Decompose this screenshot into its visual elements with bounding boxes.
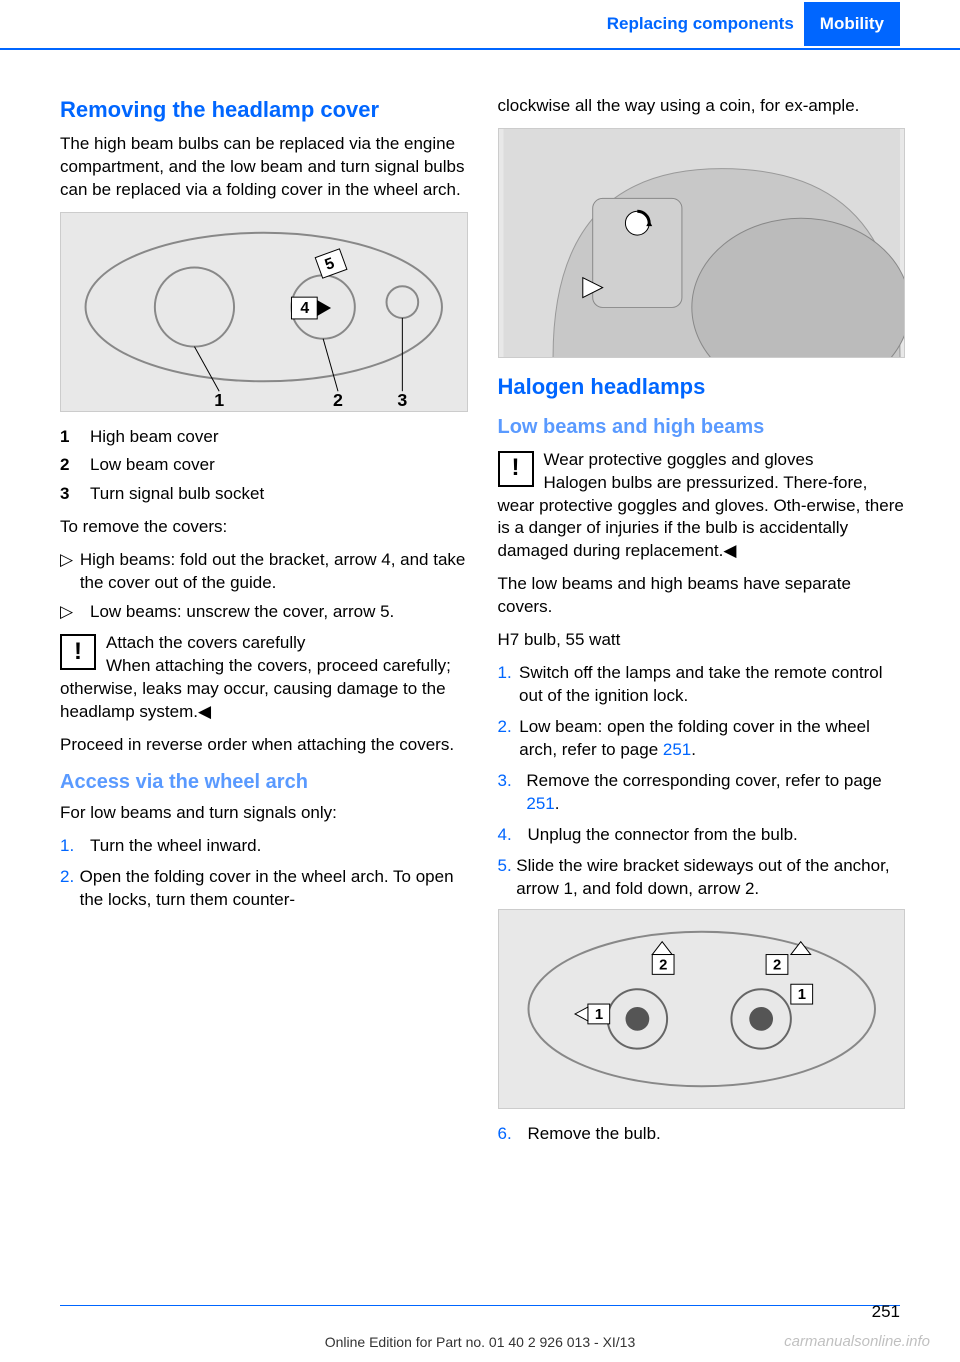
step-item: 2. Open the folding cover in the wheel a… xyxy=(60,866,468,912)
legend-text: Turn signal bulb socket xyxy=(90,483,264,506)
step-num: 2. xyxy=(60,866,80,912)
bullet-icon: ▷ xyxy=(60,601,90,624)
page-header: Replacing components Mobility xyxy=(0,0,960,50)
step-num: 6. xyxy=(498,1123,528,1146)
header-chapter: Mobility xyxy=(804,2,900,46)
bulb-bracket-svg: 1 1 2 2 xyxy=(499,910,905,1108)
remove-covers-text: To remove the covers: xyxy=(60,516,468,539)
svg-text:3: 3 xyxy=(397,390,407,410)
step-item: 1. Turn the wheel inward. xyxy=(60,835,468,858)
legend-num: 3 xyxy=(60,483,90,506)
warning-goggles: ! Wear protective goggles and gloves Hal… xyxy=(498,449,906,564)
legend-list: 1 High beam cover 2 Low beam cover 3 Tur… xyxy=(60,426,468,507)
step-text: Open the folding cover in the wheel arch… xyxy=(80,866,468,912)
legend-num: 1 xyxy=(60,426,90,449)
figure-bulb-bracket: 1 1 2 2 xyxy=(498,909,906,1109)
step-text: Remove the corresponding cover, refer to… xyxy=(526,770,905,816)
access-intro: For low beams and turn signals only: xyxy=(60,802,468,825)
figure-headlamp-diagram: 4 5 1 2 3 xyxy=(60,212,468,412)
step-num: 1. xyxy=(498,662,520,708)
step-item: 5. Slide the wire bracket sideways out o… xyxy=(498,855,906,901)
bullet-item: ▷ High beams: fold out the bracket, arro… xyxy=(60,549,468,595)
legend-item: 1 High beam cover xyxy=(60,426,468,449)
footer-divider xyxy=(60,1305,900,1306)
warning-text: Attach the covers carefully When attachi… xyxy=(60,632,468,724)
bullet-item: ▷ Low beams: unscrew the cover, arrow 5. xyxy=(60,601,468,624)
svg-text:2: 2 xyxy=(333,390,343,410)
page-link[interactable]: 251 xyxy=(526,794,554,813)
step-num: 5. xyxy=(498,855,517,901)
legend-item: 3 Turn signal bulb socket xyxy=(60,483,468,506)
svg-text:2: 2 xyxy=(773,957,781,973)
bullet-text: High beams: fold out the bracket, arrow … xyxy=(80,549,468,595)
heading-access-wheel-arch: Access via the wheel arch xyxy=(60,769,468,796)
warning-body: When attaching the covers, proceed caref… xyxy=(60,656,451,721)
svg-text:1: 1 xyxy=(214,390,224,410)
warning-title: Wear protective goggles and gloves xyxy=(544,450,814,469)
bulb-spec-text: H7 bulb, 55 watt xyxy=(498,629,906,652)
step-text: Slide the wire bracket sideways out of t… xyxy=(516,855,905,901)
legend-text: High beam cover xyxy=(90,426,219,449)
step-num: 3. xyxy=(498,770,527,816)
legend-text: Low beam cover xyxy=(90,454,215,477)
page-link[interactable]: 251 xyxy=(663,740,691,759)
step-text: Unplug the connector from the bulb. xyxy=(528,824,798,847)
step-text: Turn the wheel inward. xyxy=(90,835,261,858)
continuation-text: clockwise all the way using a coin, for … xyxy=(498,95,906,118)
step-item: 3. Remove the corresponding cover, refer… xyxy=(498,770,906,816)
warning-icon: ! xyxy=(498,451,534,487)
right-column: clockwise all the way using a coin, for … xyxy=(498,95,906,1154)
svg-text:1: 1 xyxy=(594,1006,602,1022)
step-num: 1. xyxy=(60,835,90,858)
step-text: Switch off the lamps and take the remote… xyxy=(519,662,905,708)
step-item: 6. Remove the bulb. xyxy=(498,1123,906,1146)
page-content: Removing the headlamp cover The high bea… xyxy=(0,50,960,1154)
step-item: 1. Switch off the lamps and take the rem… xyxy=(498,662,906,708)
step-item: 2. Low beam: open the folding cover in t… xyxy=(498,716,906,762)
header-section: Replacing components xyxy=(597,8,804,40)
warning-attach-covers: ! Attach the covers carefully When attac… xyxy=(60,632,468,724)
heading-halogen: Halogen headlamps xyxy=(498,372,906,402)
warning-body: Halogen bulbs are pressurized. There‐for… xyxy=(498,473,904,561)
figure-wheel-arch xyxy=(498,128,906,358)
warning-text: Wear protective goggles and gloves Halog… xyxy=(498,449,906,564)
svg-text:1: 1 xyxy=(797,987,805,1003)
warning-title: Attach the covers carefully xyxy=(106,633,305,652)
page-number: 251 xyxy=(872,1302,900,1322)
bullet-text: Low beams: unscrew the cover, arrow 5. xyxy=(90,601,394,624)
bullet-icon: ▷ xyxy=(60,549,80,595)
svg-text:4: 4 xyxy=(300,299,309,316)
step-num: 4. xyxy=(498,824,528,847)
warning-icon: ! xyxy=(60,634,96,670)
intro-paragraph: The high beam bulbs can be replaced via … xyxy=(60,133,468,202)
legend-num: 2 xyxy=(60,454,90,477)
wheel-arch-svg xyxy=(499,129,905,357)
separate-covers-text: The low beams and high beams have separa… xyxy=(498,573,906,619)
step-item: 4. Unplug the connector from the bulb. xyxy=(498,824,906,847)
svg-text:2: 2 xyxy=(659,957,667,973)
headlamp-svg: 4 5 1 2 3 xyxy=(61,213,467,411)
left-column: Removing the headlamp cover The high bea… xyxy=(60,95,468,1154)
reverse-order-text: Proceed in reverse order when attaching … xyxy=(60,734,468,757)
legend-item: 2 Low beam cover xyxy=(60,454,468,477)
step-text: Low beam: open the folding cover in the … xyxy=(519,716,905,762)
step-num: 2. xyxy=(498,716,520,762)
step-text: Remove the bulb. xyxy=(528,1123,661,1146)
heading-low-high-beams: Low beams and high beams xyxy=(498,414,906,441)
heading-removing-cover: Removing the headlamp cover xyxy=(60,95,468,125)
watermark: carmanualsonline.info xyxy=(784,1333,930,1350)
